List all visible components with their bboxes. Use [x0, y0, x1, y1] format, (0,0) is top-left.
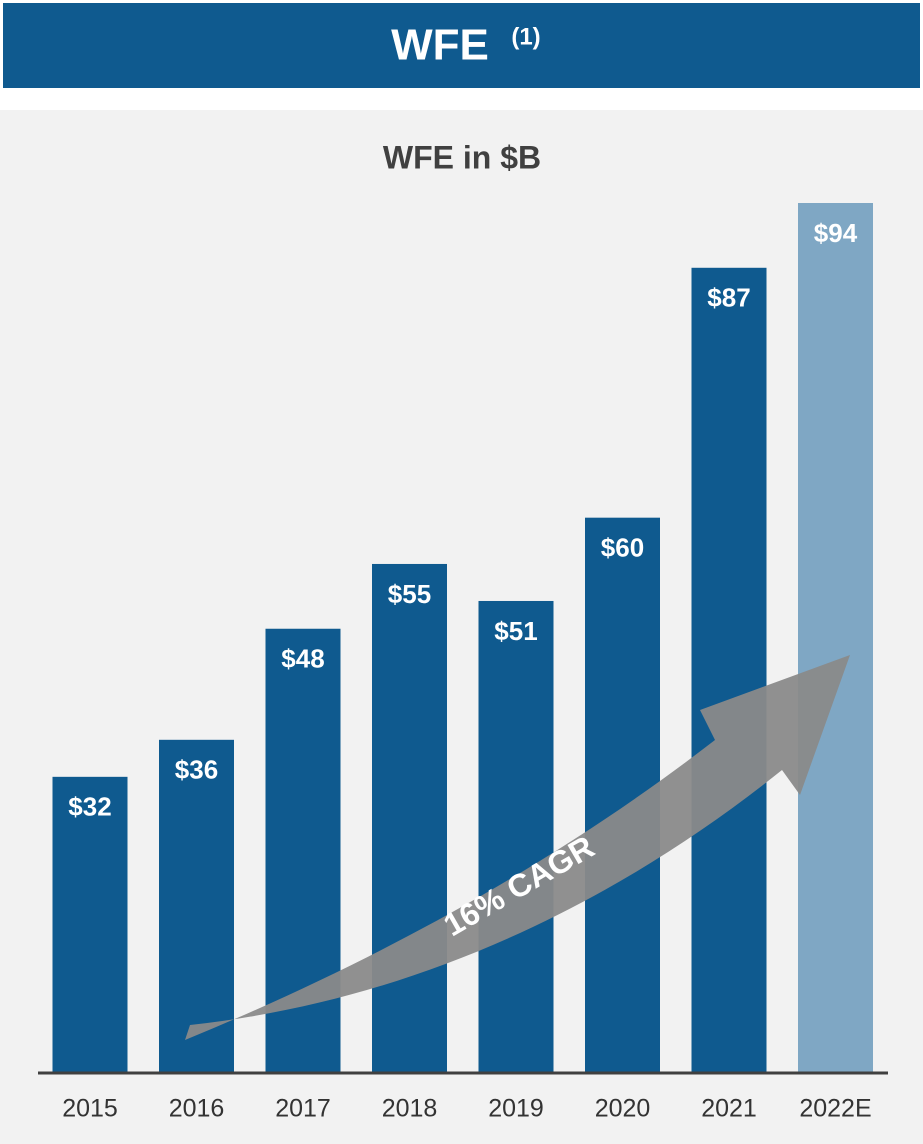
- bar: [372, 563, 447, 1073]
- bar: [478, 600, 554, 1073]
- x-tick-label: 2018: [382, 1095, 438, 1123]
- x-tick-label: 2022E: [799, 1095, 871, 1123]
- x-tick-label: 2019: [488, 1095, 544, 1123]
- value-label: $48: [281, 644, 324, 674]
- chart-title: WFE in $B: [383, 139, 541, 175]
- value-label: $51: [494, 616, 537, 646]
- value-label: $32: [68, 792, 111, 822]
- value-label: $36: [175, 755, 218, 785]
- header-note: (1): [511, 23, 540, 50]
- header-title: WFE: [391, 21, 489, 70]
- x-tick-label: 2016: [169, 1095, 225, 1123]
- x-tick-label: 2021: [701, 1095, 757, 1123]
- chart-background: [0, 110, 923, 1144]
- x-tick-label: 2017: [275, 1095, 331, 1123]
- bar: [691, 267, 767, 1073]
- cagr-arrow: [185, 655, 850, 1040]
- value-label: $94: [814, 218, 858, 248]
- value-label: $87: [707, 283, 750, 313]
- x-tick-label: 2020: [595, 1095, 651, 1123]
- value-label: $55: [388, 579, 431, 609]
- bar: [159, 739, 234, 1073]
- header-band: [3, 3, 920, 88]
- bar: [52, 776, 128, 1073]
- value-label: $60: [601, 533, 644, 563]
- bars: $32 $36 $48 $55 $51 $60 $87 $94: [52, 203, 873, 1073]
- x-tick-label: 2015: [62, 1095, 118, 1123]
- bar: [798, 203, 873, 1073]
